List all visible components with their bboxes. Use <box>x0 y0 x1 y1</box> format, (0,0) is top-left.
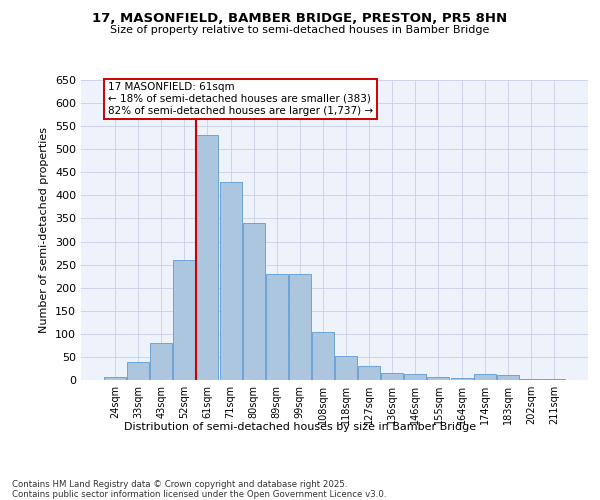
Bar <box>520 378 542 380</box>
Bar <box>497 376 519 380</box>
Bar <box>220 182 242 380</box>
Text: Distribution of semi-detached houses by size in Bamber Bridge: Distribution of semi-detached houses by … <box>124 422 476 432</box>
Bar <box>242 223 265 380</box>
Bar <box>543 378 565 380</box>
Bar <box>312 332 334 380</box>
Bar <box>266 274 288 380</box>
Y-axis label: Number of semi-detached properties: Number of semi-detached properties <box>40 127 49 333</box>
Bar <box>451 378 473 380</box>
Bar <box>473 374 496 380</box>
Bar <box>335 356 357 380</box>
Bar <box>381 373 403 380</box>
Bar <box>150 343 172 380</box>
Bar <box>404 374 427 380</box>
Bar <box>289 274 311 380</box>
Bar <box>127 362 149 380</box>
Bar <box>104 377 126 380</box>
Text: 17, MASONFIELD, BAMBER BRIDGE, PRESTON, PR5 8HN: 17, MASONFIELD, BAMBER BRIDGE, PRESTON, … <box>92 12 508 26</box>
Bar <box>173 260 196 380</box>
Text: Size of property relative to semi-detached houses in Bamber Bridge: Size of property relative to semi-detach… <box>110 25 490 35</box>
Bar <box>358 366 380 380</box>
Bar <box>196 136 218 380</box>
Text: 17 MASONFIELD: 61sqm
← 18% of semi-detached houses are smaller (383)
82% of semi: 17 MASONFIELD: 61sqm ← 18% of semi-detac… <box>108 82 373 116</box>
Text: Contains HM Land Registry data © Crown copyright and database right 2025.
Contai: Contains HM Land Registry data © Crown c… <box>12 480 386 499</box>
Bar <box>427 377 449 380</box>
